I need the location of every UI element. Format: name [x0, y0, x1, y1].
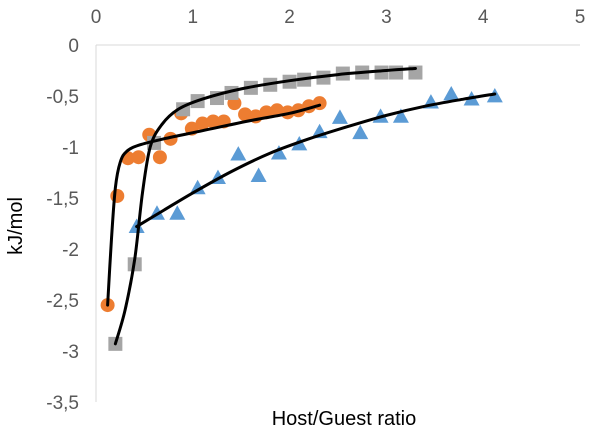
data-point-triangle — [250, 167, 267, 182]
y-tick-label: -2 — [62, 240, 79, 261]
fit-lines — [106, 66, 497, 346]
y-tick-label: -1 — [62, 138, 79, 159]
data-point-circle — [206, 114, 221, 129]
x-tick-label: 3 — [381, 7, 392, 28]
x-tick-label: 5 — [575, 7, 586, 28]
x-tick-label: 0 — [91, 7, 102, 28]
data-point-triangle — [352, 124, 369, 140]
y-tick-label: -1,5 — [46, 189, 79, 210]
y-tick-label: -3 — [62, 342, 79, 363]
axes — [95, 44, 580, 402]
y-tick-label: 0 — [68, 36, 79, 57]
data-point-triangle — [230, 146, 247, 161]
x-tick-label: 4 — [478, 7, 489, 28]
data-point-square — [374, 65, 389, 80]
x-tick-label: 1 — [188, 7, 199, 28]
data-point-triangle — [392, 108, 409, 123]
fit-curve — [113, 66, 417, 346]
data-point-circle — [152, 150, 167, 165]
fit-curve — [135, 92, 497, 229]
y-axis-title: kJ/mol — [5, 197, 27, 255]
data-point-triangle — [189, 179, 206, 195]
x-tick-label: 2 — [284, 7, 295, 28]
data-point-triangle — [270, 145, 287, 160]
data-point-circle — [131, 150, 146, 165]
data-point-triangle — [443, 85, 460, 101]
y-tick-label: -0,5 — [46, 87, 79, 108]
data-point-triangle — [331, 109, 348, 124]
data-point-triangle — [169, 205, 186, 220]
y-tick-label: -3,5 — [46, 393, 79, 414]
x-axis-title: Host/Guest ratio — [272, 408, 417, 430]
data-point-square — [389, 65, 404, 80]
tick-labels: 0 1 2 3 4 5 0 -0,5 -1 -1,5 -2 -2,5 -3 -3,5 — [46, 7, 585, 414]
data-point-circle — [110, 188, 125, 203]
data-point-circle — [195, 116, 210, 131]
fit-curve — [106, 103, 322, 307]
y-tick-label: -2,5 — [46, 291, 79, 312]
data-points — [100, 65, 503, 351]
data-point-circle — [238, 107, 253, 122]
